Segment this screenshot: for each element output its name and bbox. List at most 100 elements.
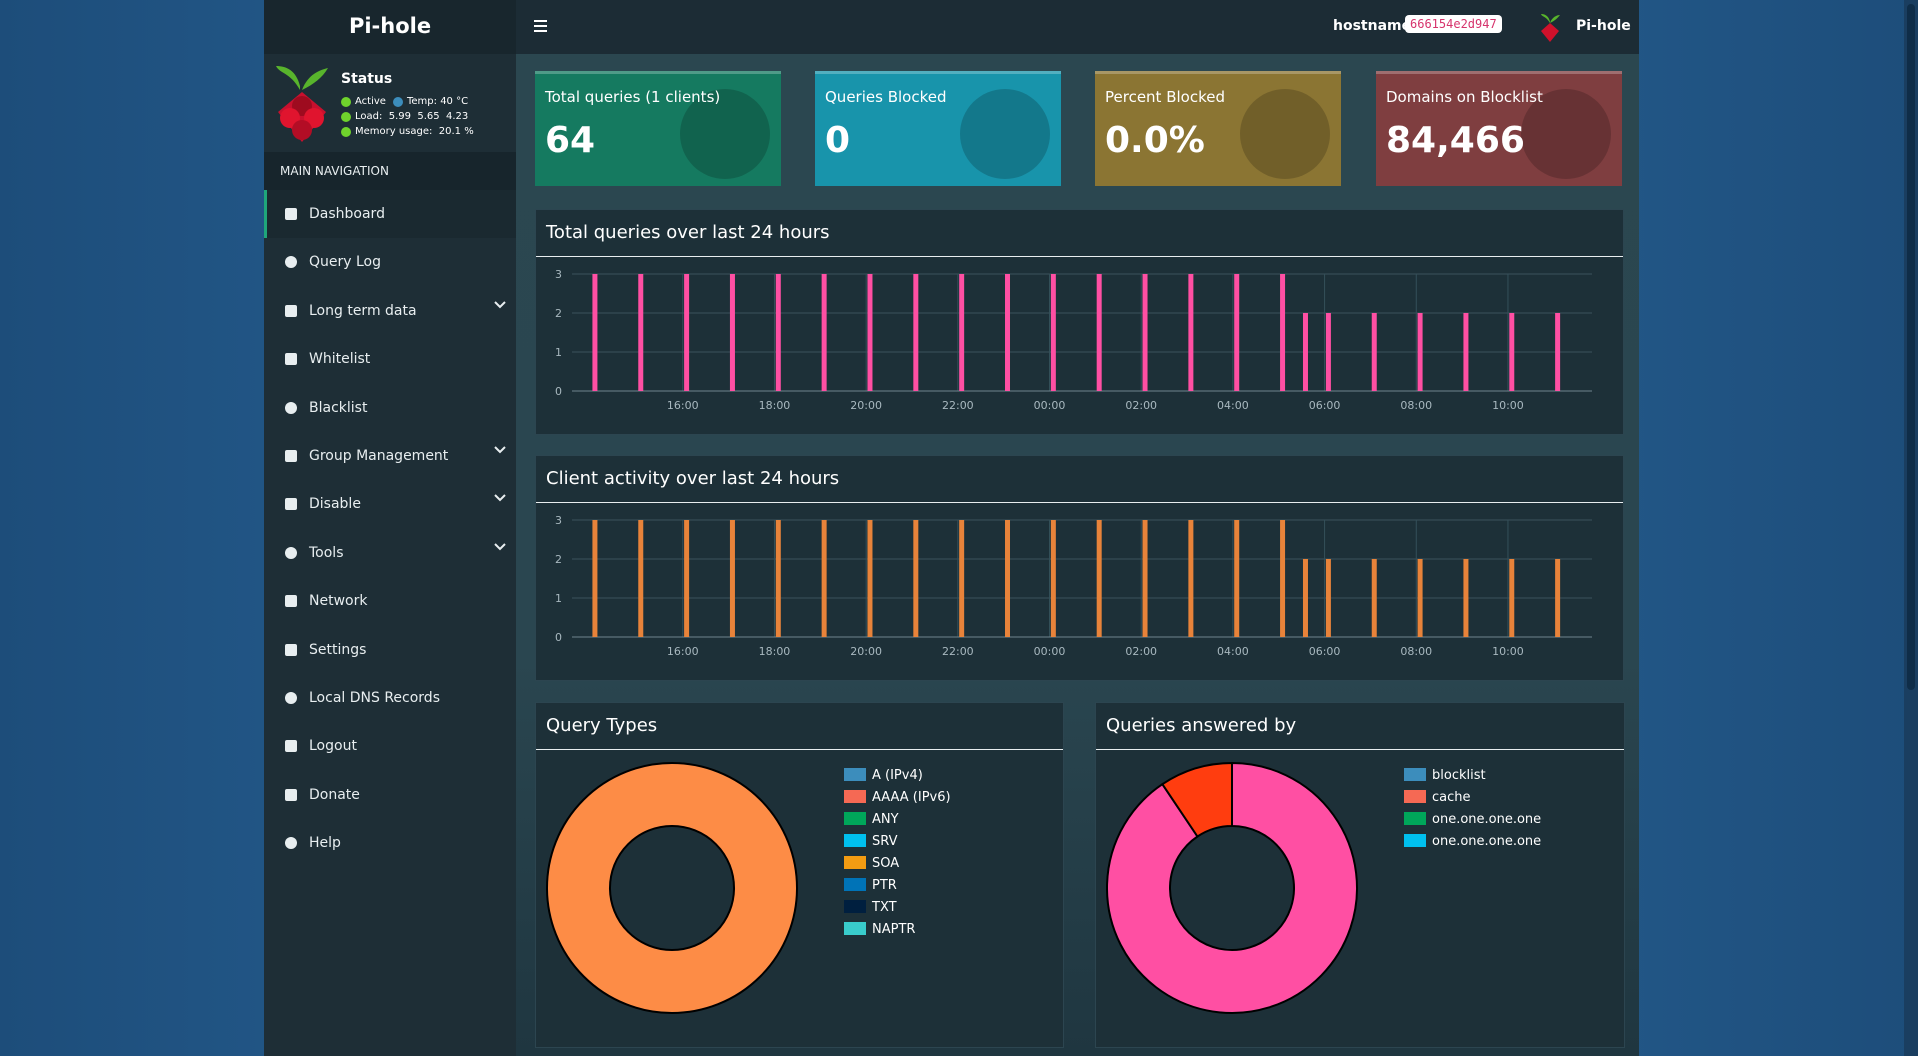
bar xyxy=(684,274,690,391)
menu-toggle[interactable] xyxy=(534,19,548,33)
legend-swatch xyxy=(844,900,866,913)
legend-swatch xyxy=(1404,790,1426,803)
bar xyxy=(1325,559,1331,637)
nav-label: Group Management xyxy=(309,448,449,464)
legend-label: PTR xyxy=(872,878,897,893)
pie-slice xyxy=(1161,761,1233,838)
nav-item[interactable]: Tools xyxy=(264,529,516,577)
nav-item[interactable]: Local DNS Records xyxy=(264,674,516,722)
bar xyxy=(1509,559,1515,637)
nav-item[interactable]: Disable xyxy=(264,480,516,528)
x-tick-label: 00:00 xyxy=(1034,399,1066,412)
logo[interactable]: Pi-hole xyxy=(348,14,432,38)
nav-label: Query Log xyxy=(309,254,382,271)
bar xyxy=(821,520,827,637)
x-tick-label: 06:00 xyxy=(1309,399,1341,412)
nav-item[interactable]: Logout xyxy=(264,722,516,770)
status-line: Active xyxy=(341,96,386,107)
bar xyxy=(1188,274,1194,391)
stat-value: 0.0% xyxy=(1105,120,1205,161)
bar xyxy=(729,274,735,391)
nav-icon-shape xyxy=(285,208,297,220)
hostname-label: hostname: xyxy=(1333,18,1417,34)
nav-item[interactable]: Donate xyxy=(264,771,516,819)
stat-value: 84,466 xyxy=(1386,120,1525,161)
nav-label: Logout xyxy=(309,738,357,755)
nav-chevron xyxy=(494,494,506,502)
chart: A (IPv4) AAAA (IPv6) ANY SRV SOA PTR TXT NAPTR xyxy=(546,761,951,1015)
x-tick-label: 20:00 xyxy=(850,645,882,658)
title-rule xyxy=(536,256,1623,257)
nav-icon-shape xyxy=(285,692,297,704)
nav: Dashboard Query Log Long term data Whitelis… xyxy=(264,190,519,890)
nav-item[interactable]: Network xyxy=(264,577,516,625)
stat-icon xyxy=(1521,89,1611,179)
y-tick-label: 3 xyxy=(555,514,562,527)
bar xyxy=(867,274,873,391)
bar xyxy=(638,274,644,391)
nav-icon xyxy=(285,837,297,850)
user-name[interactable]: Pi-hole xyxy=(1576,18,1631,34)
stat-label: Percent Blocked xyxy=(1105,88,1225,106)
chart-title: Client activity over last 24 hours xyxy=(546,468,840,489)
status-dot xyxy=(393,96,403,107)
nav-icon-shape xyxy=(285,595,297,608)
bar xyxy=(913,274,919,391)
title-rule xyxy=(1096,749,1624,750)
pihole-logo xyxy=(276,66,328,142)
legend-swatch xyxy=(1404,768,1426,781)
nav-icon xyxy=(285,304,297,317)
x-tick-label: 22:00 xyxy=(942,645,974,658)
x-tick-label: 16:00 xyxy=(667,645,699,658)
nav-label: Whitelist xyxy=(309,351,371,368)
bar xyxy=(1280,274,1286,391)
chart-title: Queries answered by xyxy=(1106,715,1297,736)
nav-label: Disable xyxy=(309,496,361,513)
nav-item[interactable]: Query Log xyxy=(264,238,516,286)
y-tick-label: 1 xyxy=(555,592,562,605)
status-text: Active xyxy=(355,96,386,107)
bar xyxy=(959,520,965,637)
legend-swatch xyxy=(844,856,866,869)
stat-box: Queries Blocked 0 xyxy=(815,71,1061,186)
status-dot xyxy=(341,111,351,122)
nav-item[interactable]: Dashboard xyxy=(264,190,519,238)
bar xyxy=(1417,313,1423,391)
x-tick-label: 18:00 xyxy=(759,645,791,658)
stat-icon xyxy=(1240,89,1330,179)
y-tick-label: 3 xyxy=(555,268,562,281)
nav-icon xyxy=(285,353,297,366)
y-tick-label: 0 xyxy=(555,631,562,644)
bar xyxy=(959,274,965,391)
nav-icon-shape xyxy=(285,498,297,511)
scroll-thumb[interactable] xyxy=(1907,4,1915,690)
chart-title: Total queries over last 24 hours xyxy=(546,222,830,243)
nav-label: Dashboard xyxy=(309,206,385,222)
x-tick-label: 16:00 xyxy=(667,399,699,412)
scrollbar[interactable] xyxy=(1904,0,1918,1056)
bar xyxy=(1463,559,1469,637)
bar xyxy=(592,274,598,391)
app: Pi-hole Status Active Temp: 40 °C Load: 5.… xyxy=(264,0,1639,1056)
nav-label: Blacklist xyxy=(309,399,368,416)
x-tick-label: 00:00 xyxy=(1034,645,1066,658)
nav-item[interactable]: Long term data xyxy=(264,287,516,335)
nav-item[interactable]: Whitelist xyxy=(264,335,516,383)
nav-item[interactable]: Group Management xyxy=(264,432,516,480)
bar xyxy=(729,520,735,637)
chart-title: Query Types xyxy=(546,715,658,736)
nav-icon xyxy=(285,546,297,559)
status-title: Status xyxy=(341,71,393,87)
nav-item[interactable]: Help xyxy=(264,819,516,867)
bar xyxy=(1005,520,1011,637)
stat-label: Queries Blocked xyxy=(825,88,947,106)
bar xyxy=(1096,520,1102,637)
legend-swatch xyxy=(844,922,866,935)
stat-label: Domains on Blocklist xyxy=(1386,88,1543,106)
nav-item[interactable]: Blacklist xyxy=(264,384,516,432)
bar xyxy=(775,274,781,391)
chevron xyxy=(494,446,506,454)
status-line: Load: 5.99 5.65 4.23 xyxy=(341,111,468,122)
nav-item[interactable]: Settings xyxy=(264,626,516,674)
